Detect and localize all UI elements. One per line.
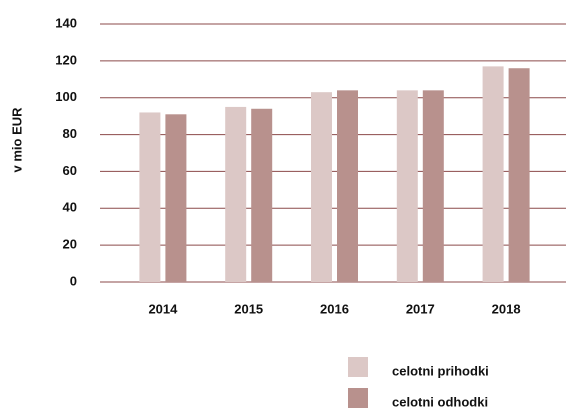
bar bbox=[337, 90, 358, 282]
bar bbox=[165, 114, 187, 282]
y-axis-label: v mio EUR bbox=[9, 107, 24, 173]
y-tick-label: 0 bbox=[70, 273, 77, 288]
x-tick-label: 2018 bbox=[492, 301, 521, 316]
bar bbox=[139, 112, 161, 282]
x-tick-label: 2014 bbox=[148, 301, 178, 316]
y-tick-label: 140 bbox=[55, 15, 77, 30]
x-tick-label: 2016 bbox=[320, 301, 349, 316]
legend-swatch bbox=[348, 388, 368, 408]
x-tick-label: 2015 bbox=[234, 301, 263, 316]
bar bbox=[251, 108, 273, 283]
y-tick-label: 60 bbox=[63, 163, 77, 178]
y-tick-label: 40 bbox=[63, 200, 77, 215]
bar bbox=[396, 90, 418, 282]
legend-swatch bbox=[348, 357, 368, 377]
y-tick-label: 80 bbox=[63, 126, 77, 141]
y-tick-label: 100 bbox=[55, 89, 77, 104]
bar bbox=[225, 106, 247, 282]
x-tick-label: 2017 bbox=[406, 301, 435, 316]
y-tick-label: 20 bbox=[63, 237, 77, 252]
bar bbox=[422, 90, 444, 282]
bar bbox=[482, 66, 504, 282]
y-tick-label: 120 bbox=[55, 52, 77, 67]
legend-label: celotni prihodki bbox=[392, 363, 489, 378]
bar bbox=[508, 68, 530, 282]
legend-label: celotni odhodki bbox=[392, 394, 488, 409]
bar bbox=[311, 92, 332, 282]
